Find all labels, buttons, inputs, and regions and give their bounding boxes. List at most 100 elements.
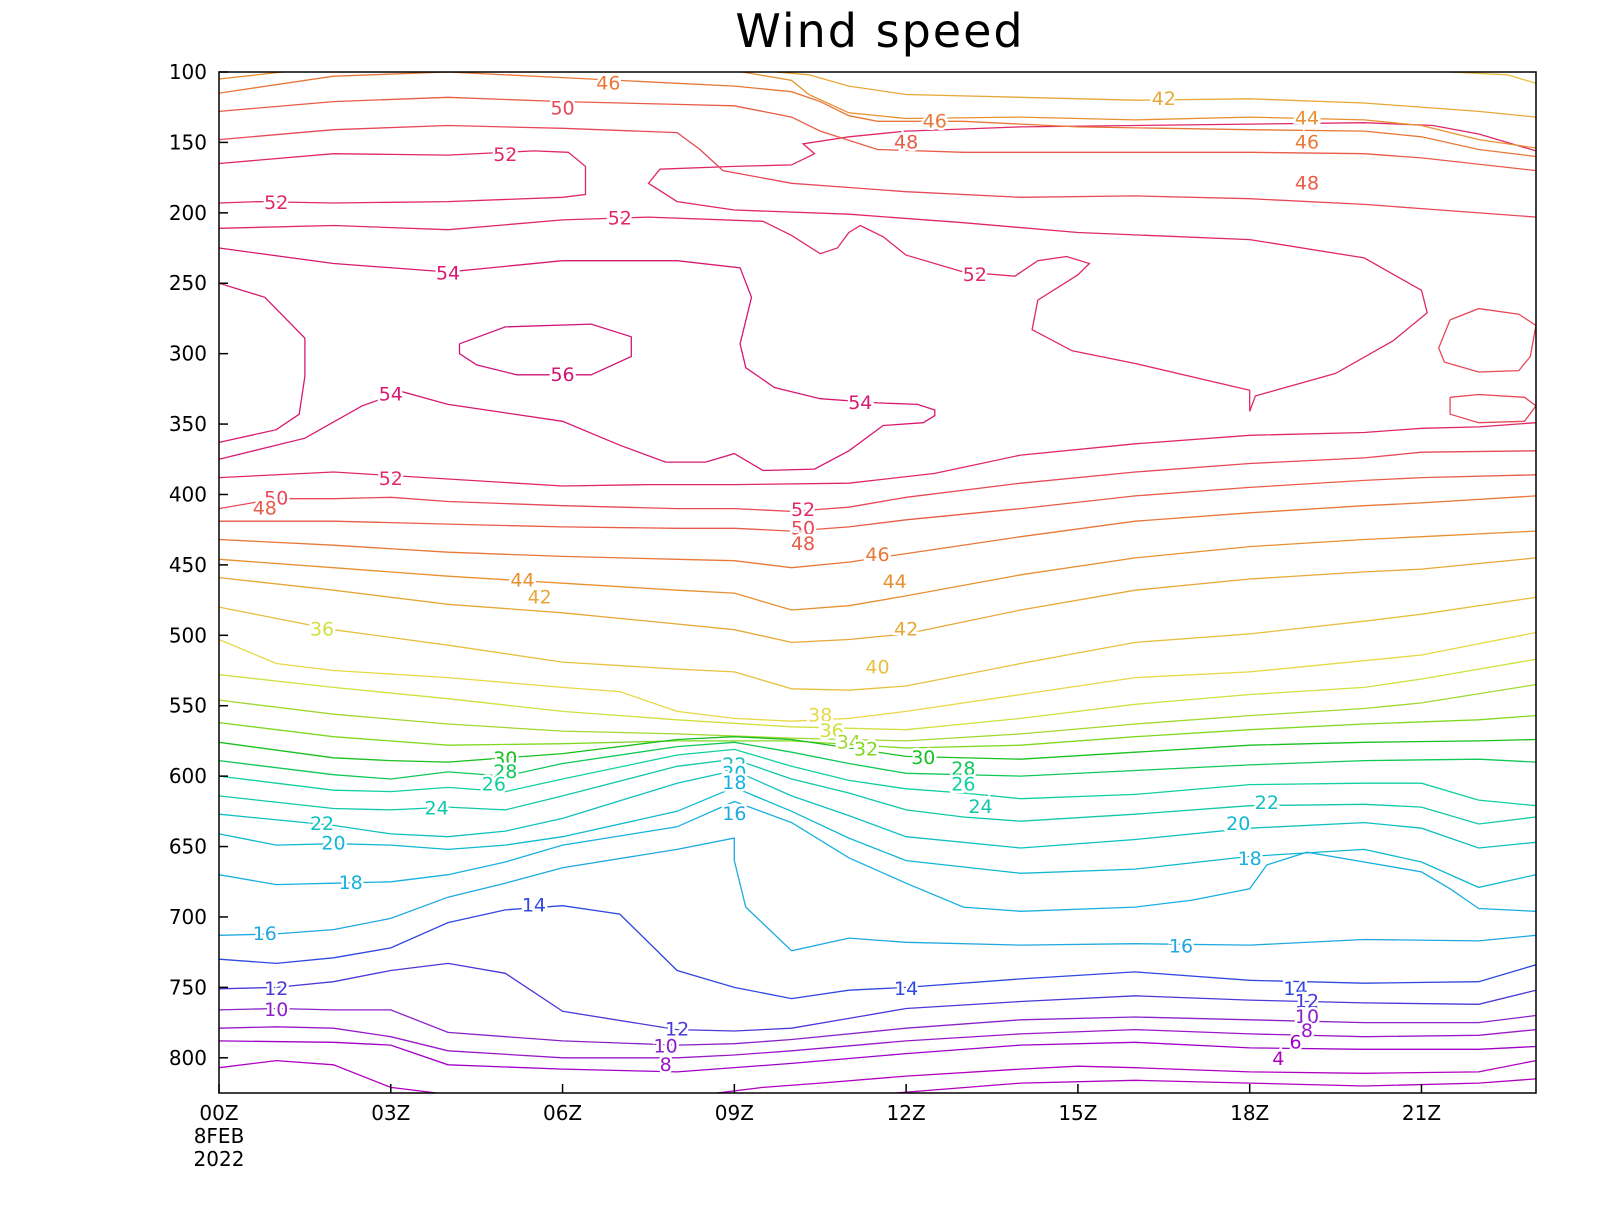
contour-line-48: [219, 474, 1536, 532]
plot-frame: [218, 71, 1537, 1094]
contour-label-42: 42: [1152, 88, 1176, 110]
contour-label-16: 16: [253, 923, 277, 945]
contour-label-12: 12: [264, 978, 288, 1000]
contour-label-18: 18: [339, 872, 363, 894]
contour-labels: 4650525252545654525048424648444648525452…: [250, 70, 1321, 1079]
contour-label-34: 34: [837, 731, 861, 753]
contour-lines: [219, 72, 1536, 1093]
contour-label-20: 20: [1226, 813, 1250, 835]
contour-label-50: 50: [264, 488, 288, 510]
contour-line-40: [1450, 72, 1536, 84]
contour-label-36: 36: [310, 619, 334, 641]
x-date-line-1: 8FEB: [194, 1124, 245, 1148]
x-tick-label: 03Z: [371, 1101, 410, 1125]
contour-label-16: 16: [722, 803, 746, 825]
x-tick-label: 00Z: [199, 1101, 238, 1125]
contour-line-28: [219, 741, 1536, 780]
contour-line-40: [219, 596, 1536, 691]
contour-label-54: 54: [436, 262, 460, 284]
contour-label-40: 40: [865, 657, 889, 679]
contour-line-12: [219, 962, 1536, 1032]
contour-label-8: 8: [660, 1054, 672, 1076]
contour-line-34: [219, 683, 1536, 742]
contour-label-28: 28: [951, 758, 975, 780]
contour-line-48: [219, 96, 1536, 172]
contour-line-32: [219, 714, 1536, 749]
y-tick-label: 450: [169, 553, 207, 577]
contour-label-46: 46: [596, 72, 620, 94]
y-tick-label: 300: [169, 342, 207, 366]
contour-line-6: [219, 1040, 1536, 1073]
contour-line-22: [219, 769, 1536, 849]
contour-label-42: 42: [894, 619, 918, 641]
contour-label-8: 8: [1301, 1020, 1313, 1042]
contour-label-44: 44: [510, 569, 534, 591]
contour-label-50: 50: [791, 517, 815, 539]
contour-line-24: [219, 758, 1536, 825]
y-tick-label: 350: [169, 412, 207, 436]
contour-label-18: 18: [1238, 848, 1262, 870]
y-tick-label: 800: [169, 1046, 207, 1070]
x-tick-label: 09Z: [715, 1101, 754, 1125]
contour-label-24: 24: [968, 796, 992, 818]
contour-line-50: [1437, 307, 1536, 373]
y-tick-label: 650: [169, 835, 207, 859]
contour-line-50: [1449, 393, 1536, 424]
contour-label-44: 44: [1295, 107, 1319, 129]
x-date-line-2: 2022: [194, 1147, 245, 1171]
contour-line-8: [219, 1026, 1536, 1059]
contour-line-46: [219, 495, 1536, 569]
x-axis: 00Z 03Z 06Z 09Z 12Z 15Z 18Z 21Z: [199, 1084, 1441, 1125]
contour-label-26: 26: [482, 774, 506, 796]
contour-label-10: 10: [264, 999, 288, 1021]
contour-line-4: [219, 1059, 442, 1093]
contour-label-52: 52: [493, 144, 517, 166]
contour-label-30: 30: [493, 748, 517, 770]
contour-line-30: [219, 736, 1536, 763]
y-tick-label: 500: [169, 623, 207, 647]
contour-line-54: [219, 282, 306, 444]
contour-label-24: 24: [424, 798, 448, 820]
contour-line-44: [219, 72, 1536, 149]
contour-label-42: 42: [528, 586, 552, 608]
contour-label-48: 48: [894, 131, 918, 153]
contour-label-52: 52: [264, 192, 288, 214]
contour-label-46: 46: [865, 544, 889, 566]
contour-label-46: 46: [923, 110, 947, 132]
y-tick-label: 150: [169, 130, 207, 154]
contour-line-26: [219, 748, 1536, 807]
contour-label-22: 22: [310, 813, 334, 835]
contour-line-20: [219, 786, 1536, 889]
contour-line-52: [219, 150, 587, 204]
chart-title: Wind speed: [735, 4, 1024, 58]
contour-line-46: [219, 72, 1536, 158]
y-axis: 100 150 200 250 300 350 400 450 500 550 600 650 700 7…: [169, 60, 228, 1070]
x-tick-label: 06Z: [543, 1101, 582, 1125]
contour-line-4: [711, 1059, 1536, 1093]
contour-line-52: [219, 122, 1536, 412]
contour-line-36: [219, 658, 1536, 731]
x-tick-label: 21Z: [1402, 1101, 1441, 1125]
contour-line-52: [219, 422, 1536, 487]
contour-label-20: 20: [722, 762, 746, 784]
contour-line-16: [219, 837, 1536, 952]
contour-line-10: [219, 1007, 1536, 1046]
contour-label-6: 6: [1289, 1031, 1301, 1053]
contour-label-26: 26: [951, 774, 975, 796]
y-tick-label: 400: [169, 482, 207, 506]
contour-label-44: 44: [883, 571, 907, 593]
contour-label-52: 52: [963, 264, 987, 286]
contour-line-44: [219, 530, 1536, 611]
contour-line-4: [886, 1078, 1536, 1093]
y-tick-label: 700: [169, 905, 207, 929]
contour-label-22: 22: [722, 754, 746, 776]
contour-label-56: 56: [550, 364, 574, 386]
contour-label-52: 52: [791, 499, 815, 521]
x-tick-label: 18Z: [1230, 1101, 1269, 1125]
contour-label-36: 36: [820, 720, 844, 742]
contour-line-18: [219, 800, 1536, 912]
y-tick-label: 200: [169, 201, 207, 225]
contour-line-54: [219, 247, 936, 472]
contour-label-48: 48: [791, 533, 815, 555]
